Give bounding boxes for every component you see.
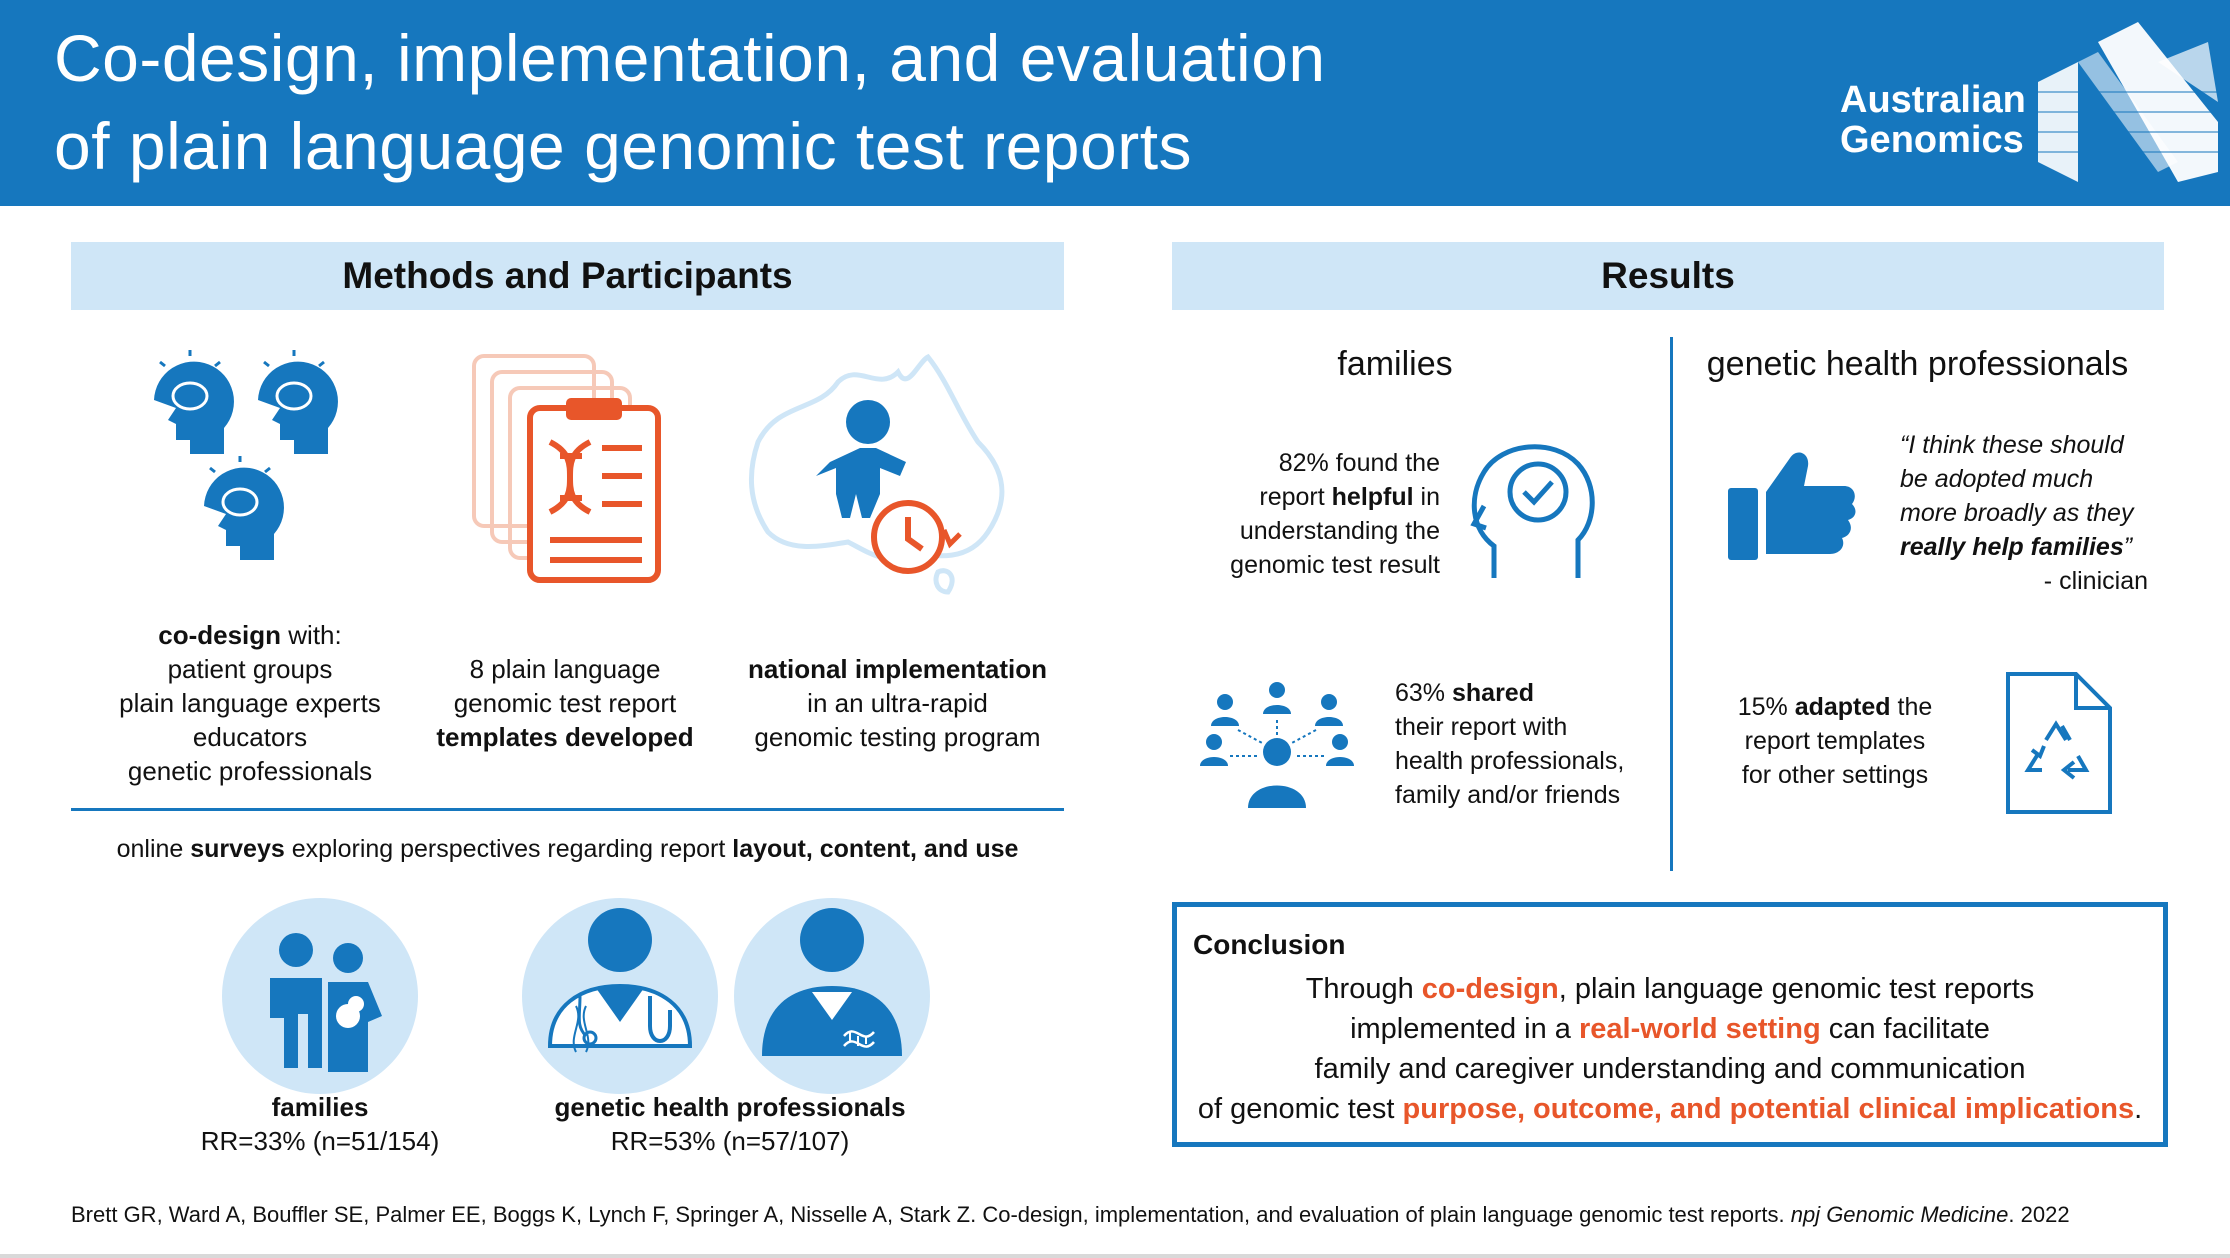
results-professionals-heading: genetic health professionals <box>1706 345 2129 383</box>
head-check-icon <box>1470 444 1595 578</box>
header-banner: Co-design, implementation, and evaluatio… <box>0 0 2230 206</box>
professionals-caption: genetic health professionals RR=53% (n=5… <box>554 1092 906 1156</box>
conclusion-body: Through co-design, plain language genomi… <box>1197 973 2143 1125</box>
adapted-stat: 15% adapted the report templates for oth… <box>1737 693 1933 789</box>
genetic-counsellor-icon <box>734 898 930 1094</box>
results-divider <box>1670 337 1673 871</box>
brain-heads-icon <box>154 350 338 560</box>
clinician-quote: “I think these should be adopted much mo… <box>1900 431 2134 561</box>
results-families-heading: families <box>1337 345 1453 383</box>
brand-name: Australian Genomics <box>1840 79 2026 161</box>
clipboard-templates-icon <box>472 354 661 583</box>
recycle-document-icon <box>2006 672 2112 814</box>
conclusion-title: Conclusion <box>1193 929 1346 960</box>
australia-baby-clock-icon <box>748 353 1005 595</box>
citation: Brett GR, Ward A, Bouffler SE, Palmer EE… <box>71 1202 2070 1227</box>
results-heading: Results <box>1172 242 2164 310</box>
surveys-caption: online surveys exploring perspectives re… <box>116 835 1019 863</box>
bottom-rule <box>0 1254 2230 1258</box>
shared-stat: 63% shared their report with health prof… <box>1395 679 1625 809</box>
helpful-stat: 82% found the report helpful in understa… <box>1230 449 1440 579</box>
clinician-icon <box>522 898 718 1094</box>
thumbs-up-icon <box>1728 452 1856 560</box>
codesign-caption: co-design with: patient groups plain lan… <box>119 620 381 786</box>
templates-caption: 8 plain language genomic test report tem… <box>436 654 694 752</box>
conclusion-box: Conclusion Through co-design, plain lang… <box>1172 902 2168 1147</box>
page-title: Co-design, implementation, and evaluatio… <box>54 21 1326 183</box>
family-icon <box>222 898 418 1094</box>
families-caption: families RR=33% (n=51/154) <box>200 1092 440 1156</box>
methods-divider <box>71 808 1064 811</box>
network-people-icon <box>1200 682 1354 808</box>
australian-genomics-logo-icon <box>2038 22 2218 182</box>
quote-attribution: - clinician <box>2043 567 2148 595</box>
national-caption: national implementation in an ultra-rapi… <box>747 654 1048 752</box>
methods-heading: Methods and Participants <box>71 242 1064 310</box>
